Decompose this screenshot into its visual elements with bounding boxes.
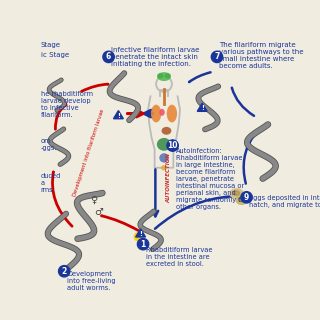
FancyArrowPatch shape bbox=[55, 105, 66, 129]
FancyArrowPatch shape bbox=[82, 84, 108, 92]
FancyArrowPatch shape bbox=[52, 172, 72, 226]
Text: ♀: ♀ bbox=[90, 195, 97, 205]
Text: Development into filariform larvae: Development into filariform larvae bbox=[72, 109, 105, 197]
Text: !: ! bbox=[117, 113, 120, 119]
Text: 6: 6 bbox=[106, 52, 111, 61]
Ellipse shape bbox=[157, 73, 164, 79]
Text: 7: 7 bbox=[214, 52, 220, 61]
Circle shape bbox=[211, 51, 223, 62]
Text: duced
a
rms.: duced a rms. bbox=[41, 173, 61, 193]
Text: !: ! bbox=[139, 231, 142, 237]
Ellipse shape bbox=[233, 191, 240, 195]
Text: Infective filariform larvae
penetrate the intact skin
initiating the infection.: Infective filariform larvae penetrate th… bbox=[111, 47, 199, 67]
Text: !: ! bbox=[201, 105, 204, 111]
Text: he rhabditiform
larvae develop
to infective
filariform.: he rhabditiform larvae develop to infect… bbox=[41, 92, 93, 118]
FancyArrowPatch shape bbox=[244, 136, 253, 184]
Ellipse shape bbox=[236, 195, 247, 204]
Circle shape bbox=[241, 192, 252, 203]
Text: The filariform migrate
various pathways to the
small intestine where
become adul: The filariform migrate various pathways … bbox=[220, 42, 304, 69]
Text: Autoinfection:
Rhabditiform larvae
in large intestine,
become filariform
larvae,: Autoinfection: Rhabditiform larvae in la… bbox=[176, 148, 245, 210]
Circle shape bbox=[134, 233, 142, 241]
Text: AUTOINFECTION: AUTOINFECTION bbox=[166, 153, 171, 203]
Ellipse shape bbox=[161, 165, 167, 171]
Ellipse shape bbox=[157, 138, 171, 151]
Ellipse shape bbox=[162, 127, 172, 135]
Circle shape bbox=[137, 238, 149, 250]
Ellipse shape bbox=[157, 72, 171, 81]
FancyArrowPatch shape bbox=[155, 196, 231, 229]
Text: ic Stage: ic Stage bbox=[41, 52, 69, 58]
Ellipse shape bbox=[159, 153, 169, 163]
Text: Rhabditiform larvae
in the intestine are
excreted in stool.: Rhabditiform larvae in the intestine are… bbox=[146, 247, 213, 267]
Text: 2: 2 bbox=[61, 267, 67, 276]
Circle shape bbox=[59, 266, 70, 277]
Ellipse shape bbox=[164, 73, 171, 79]
FancyArrowPatch shape bbox=[102, 216, 138, 230]
Text: om
-ggs.: om -ggs. bbox=[41, 138, 57, 151]
Text: Stage: Stage bbox=[41, 42, 61, 48]
Text: 1: 1 bbox=[140, 240, 146, 249]
Circle shape bbox=[167, 140, 178, 151]
Ellipse shape bbox=[151, 105, 161, 123]
Text: Development
into free-living
adult worms.: Development into free-living adult worms… bbox=[68, 271, 116, 291]
Text: 10: 10 bbox=[167, 141, 178, 150]
FancyArrowPatch shape bbox=[189, 72, 211, 82]
Ellipse shape bbox=[159, 109, 165, 116]
Circle shape bbox=[103, 51, 114, 62]
Text: 9: 9 bbox=[244, 193, 249, 202]
FancyArrowPatch shape bbox=[232, 88, 254, 116]
Polygon shape bbox=[136, 229, 146, 237]
Text: Eggs deposited in intestine
hatch, and migrate to lumen: Eggs deposited in intestine hatch, and m… bbox=[249, 195, 320, 208]
Text: ♂: ♂ bbox=[94, 207, 103, 217]
Ellipse shape bbox=[167, 105, 177, 123]
Polygon shape bbox=[114, 111, 123, 119]
Ellipse shape bbox=[238, 197, 244, 202]
Ellipse shape bbox=[230, 189, 243, 198]
Polygon shape bbox=[197, 103, 207, 111]
